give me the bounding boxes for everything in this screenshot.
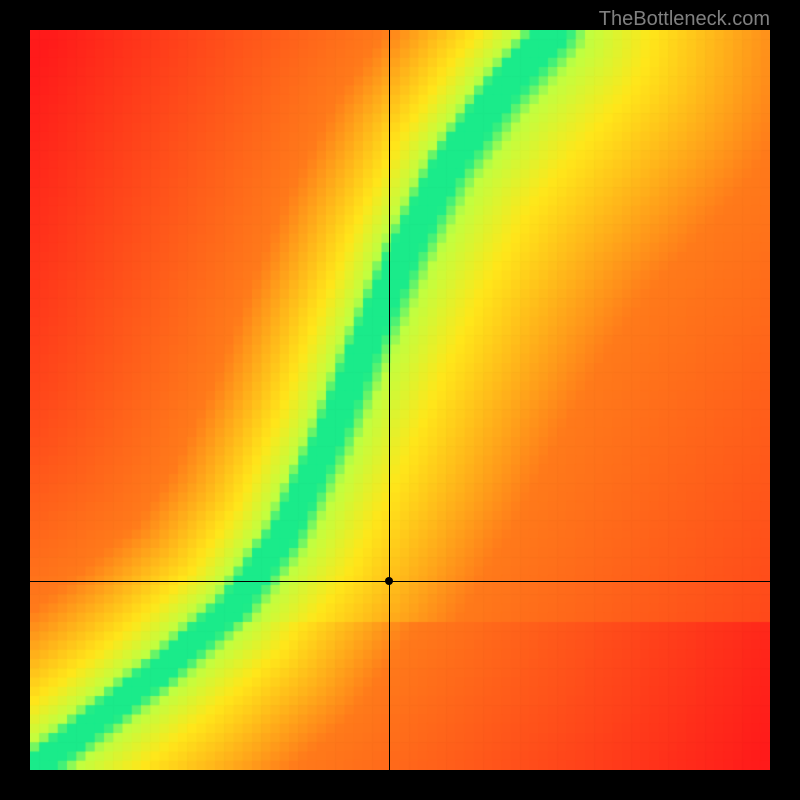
chart-container: TheBottleneck.com <box>0 0 800 800</box>
crosshair-vertical <box>389 30 390 770</box>
marker-dot <box>385 577 393 585</box>
crosshair-horizontal <box>30 581 770 582</box>
heatmap-canvas <box>30 30 770 770</box>
watermark-text: TheBottleneck.com <box>599 8 770 31</box>
plot-area <box>30 30 770 770</box>
